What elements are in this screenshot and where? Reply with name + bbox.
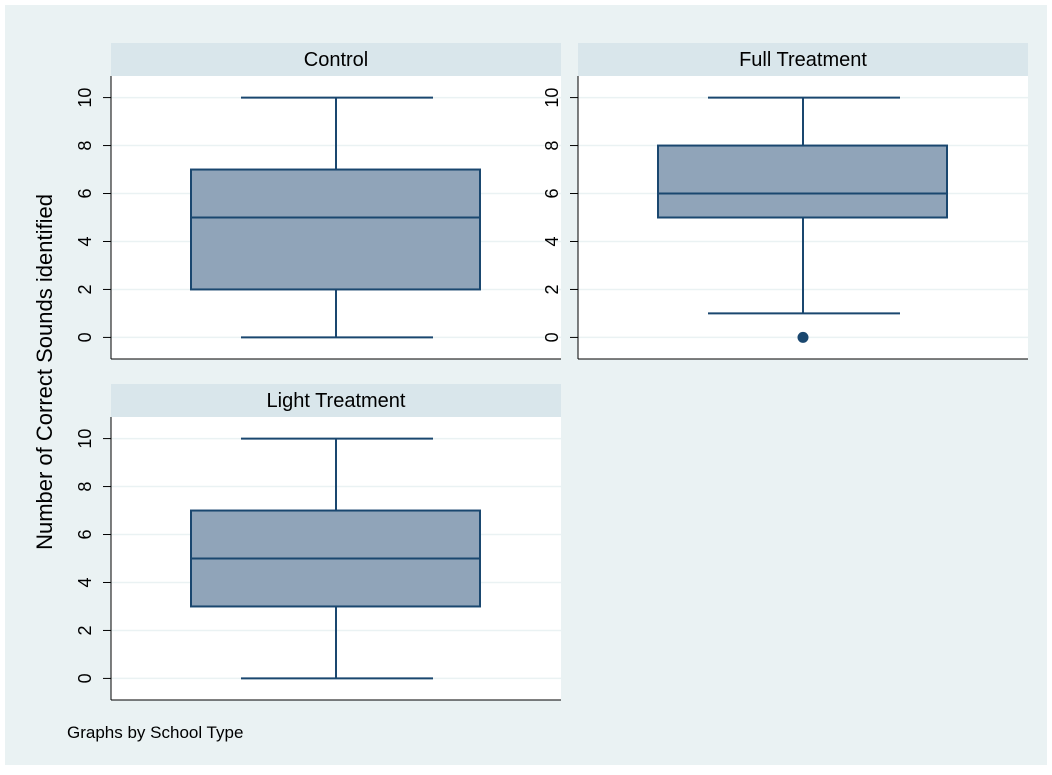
iqr-box — [190, 168, 481, 291]
panel-title: Control — [304, 49, 368, 71]
panel-title: Light Treatment — [267, 390, 406, 412]
panel-title: Full Treatment — [739, 49, 867, 71]
panel-2: Full Treatment 0 2 4 6 8 10 — [542, 43, 1028, 360]
y-tick-label: 6 — [75, 189, 95, 199]
y-tick-label: 4 — [75, 236, 95, 246]
y-tick-label: 10 — [75, 88, 95, 108]
panel-strip — [578, 43, 1028, 76]
y-tick-label: 8 — [75, 482, 95, 492]
y-tick-label: 2 — [75, 625, 95, 635]
y-tick-label: 0 — [75, 673, 95, 683]
panel-1: Control 0 2 4 6 8 10 — [75, 43, 561, 360]
graphs-by-note: Graphs by School Type — [67, 723, 243, 742]
panel-strip — [111, 43, 561, 76]
y-tick-label: 4 — [75, 577, 95, 587]
y-axis-label: Number of Correct Sounds identified — [32, 194, 57, 550]
y-tick-label: 6 — [542, 189, 562, 199]
panel-3: Light Treatment 0 2 4 6 8 10 — [75, 384, 561, 701]
y-tick-label: 10 — [542, 88, 562, 108]
y-tick-label: 2 — [542, 284, 562, 294]
y-tick-label: 10 — [75, 429, 95, 449]
y-tick-label: 8 — [75, 141, 95, 151]
y-tick-label: 4 — [542, 236, 562, 246]
iqr-box — [657, 144, 948, 219]
outlier-point — [797, 331, 809, 343]
y-tick-label: 2 — [75, 284, 95, 294]
panel-strip — [111, 384, 561, 417]
y-tick-label: 0 — [542, 332, 562, 342]
y-tick-label: 0 — [75, 332, 95, 342]
y-tick-label: 6 — [75, 530, 95, 540]
y-tick-label: 8 — [542, 141, 562, 151]
